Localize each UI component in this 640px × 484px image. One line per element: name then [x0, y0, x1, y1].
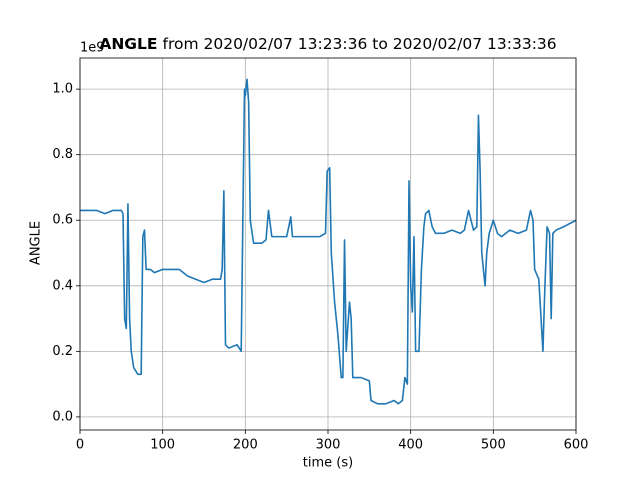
title-bold: ANGLE: [99, 35, 157, 53]
x-tick-label: 100: [150, 438, 175, 453]
y-tick-label: 1.0: [52, 82, 73, 97]
x-axis-label: time (s): [303, 456, 353, 471]
chart-title: ANGLE from 2020/02/07 13:23:36 to 2020/02…: [99, 35, 556, 53]
y-tick-label: 0.4: [52, 278, 73, 293]
x-tick-label: 0: [76, 438, 84, 453]
y-offset-label: 1e9: [80, 41, 105, 56]
x-tick-label: 200: [233, 438, 258, 453]
plot-frame: [79, 57, 577, 431]
data-line: [80, 78, 577, 405]
y-axis-label: ANGLE: [29, 221, 44, 265]
x-tick-label: 300: [316, 438, 341, 453]
x-tick-label: 500: [481, 438, 506, 453]
y-tick-label: 0.6: [52, 213, 73, 228]
title-rest: from 2020/02/07 13:23:36 to 2020/02/07 1…: [162, 35, 556, 53]
y-tick-label: 0.8: [52, 147, 73, 162]
y-tick-label: 0.0: [52, 409, 73, 424]
y-tick-label: 0.2: [52, 344, 73, 359]
x-tick-label: 400: [398, 438, 423, 453]
x-tick-label: 600: [564, 438, 589, 453]
